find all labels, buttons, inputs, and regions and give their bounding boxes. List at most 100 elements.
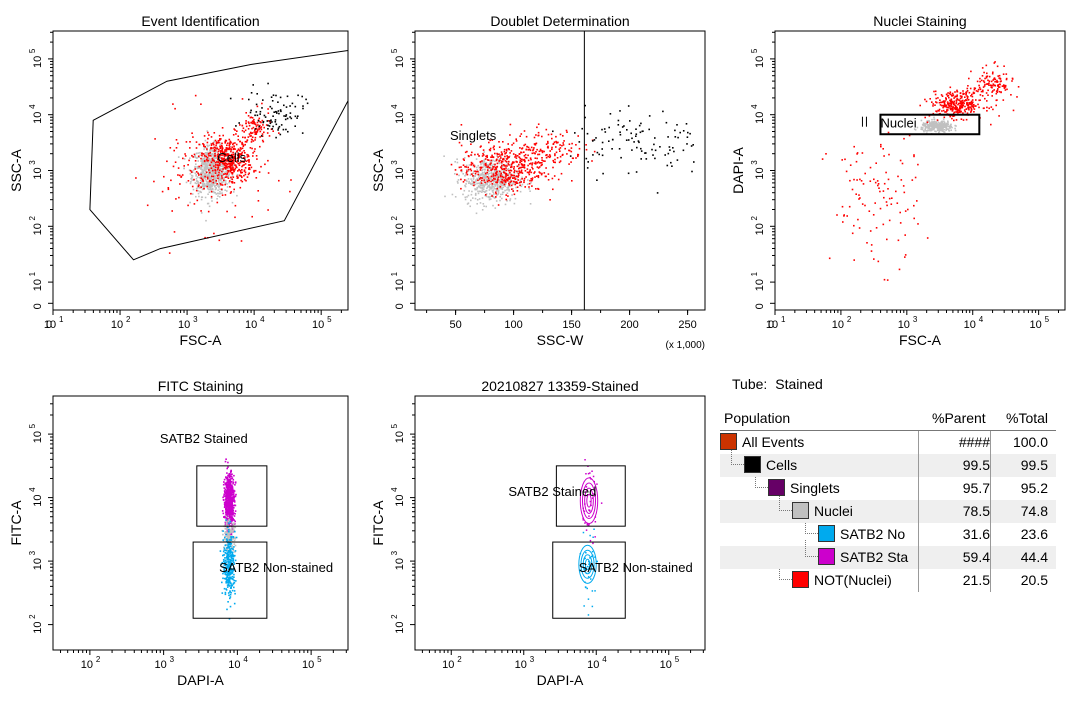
event-point: [520, 166, 522, 169]
event-point: [289, 116, 291, 118]
gate-label: Singlets: [450, 128, 497, 143]
event-point: [230, 543, 233, 545]
event-point: [197, 186, 199, 189]
event-point: [202, 184, 205, 186]
event-point: [497, 178, 499, 180]
event-point: [520, 133, 523, 135]
event-point: [279, 133, 282, 136]
event-point: [230, 562, 233, 565]
event-point: [978, 86, 981, 89]
event-point: [278, 179, 280, 182]
event-point: [559, 150, 561, 152]
event-point: [525, 176, 527, 178]
event-point: [216, 198, 218, 200]
event-point: [222, 164, 225, 167]
event-point: [234, 482, 237, 484]
event-point: [554, 158, 556, 161]
event-point: [927, 126, 929, 129]
event-point: [227, 461, 229, 464]
event-point: [234, 526, 237, 529]
event-point: [1003, 86, 1006, 88]
event-point: [228, 573, 230, 576]
event-point: [244, 140, 247, 143]
event-point: [861, 203, 864, 205]
event-point: [571, 157, 574, 159]
event-point: [474, 175, 476, 177]
event-point: [992, 83, 995, 85]
event-point: [191, 185, 194, 188]
event-point: [652, 154, 654, 156]
event-point: [981, 67, 984, 69]
event-point: [229, 554, 232, 556]
event-point: [534, 176, 536, 178]
event-point: [926, 237, 929, 239]
event-point: [519, 135, 521, 137]
event-point: [479, 187, 482, 189]
event-point: [226, 575, 228, 578]
event-point: [477, 190, 479, 193]
event-point: [470, 183, 472, 185]
event-point: [513, 169, 516, 172]
event-point: [959, 104, 961, 107]
event-point: [495, 180, 497, 183]
event-point: [934, 120, 936, 123]
event-point: [907, 208, 909, 211]
event-point: [554, 154, 556, 157]
event-point: [217, 168, 219, 171]
event-point: [224, 559, 227, 562]
x-tick-label: 10: [766, 319, 778, 331]
event-point: [226, 513, 229, 515]
event-point: [232, 148, 235, 150]
event-point: [947, 121, 949, 123]
event-point: [524, 160, 526, 163]
event-point: [195, 171, 198, 173]
event-point: [213, 182, 216, 185]
y-tick-label: 10: [394, 279, 406, 291]
event-point: [248, 161, 250, 163]
event-point: [206, 160, 209, 162]
event-point: [212, 142, 214, 144]
event-point: [214, 172, 217, 174]
event-point: [617, 119, 620, 122]
event-point: [229, 593, 232, 596]
event-point: [202, 143, 204, 145]
event-point: [224, 536, 226, 539]
event-point: [191, 193, 194, 195]
event-point: [215, 193, 218, 195]
event-point: [968, 103, 971, 105]
event-point: [933, 118, 935, 121]
event-point: [297, 115, 299, 117]
event-point: [1003, 65, 1005, 67]
event-point: [230, 537, 233, 539]
event-point: [225, 507, 227, 510]
event-point: [971, 99, 974, 101]
event-point: [484, 174, 487, 177]
event-point: [508, 156, 510, 158]
event-point: [935, 97, 937, 100]
event-point: [241, 160, 243, 163]
event-point: [938, 101, 941, 104]
event-point: [268, 135, 271, 137]
y-tick-label: 10: [754, 167, 766, 179]
event-point: [604, 131, 607, 133]
event-point: [457, 182, 459, 184]
plot-p2: Doublet DeterminationSSC-WSSC-ASinglets5…: [370, 13, 706, 351]
event-point: [939, 99, 941, 101]
event-point: [246, 156, 249, 158]
event-point: [197, 192, 200, 195]
event-point: [941, 125, 943, 128]
event-point: [224, 153, 227, 155]
event-point: [483, 186, 486, 188]
event-point: [551, 146, 553, 149]
event-point: [227, 554, 229, 557]
event-point: [294, 115, 297, 118]
event-point: [236, 151, 238, 153]
event-point: [272, 115, 274, 117]
event-point: [856, 152, 859, 154]
event-point: [215, 164, 217, 166]
event-point: [228, 550, 230, 552]
event-point: [828, 257, 831, 260]
event-point: [477, 153, 479, 156]
event-point: [217, 142, 219, 144]
event-point: [228, 161, 230, 163]
